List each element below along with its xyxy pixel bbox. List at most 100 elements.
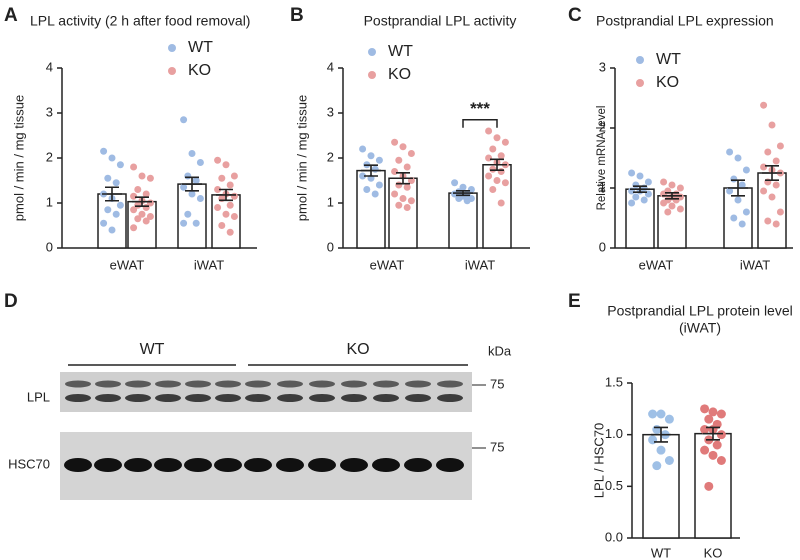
y-tick-label: 1.0: [605, 426, 623, 441]
data-point: [760, 163, 768, 171]
data-point: [764, 148, 772, 156]
data-point: [664, 208, 672, 216]
western-blot: WT KO kDa LPL HSC70 75 75: [8, 341, 512, 500]
panel-letter: E: [568, 291, 581, 312]
y-tick-label: 0: [46, 239, 53, 254]
error-bar: [728, 179, 748, 197]
data-point: [644, 178, 652, 186]
data-point: [716, 409, 726, 419]
data-point: [104, 174, 112, 182]
band: [309, 380, 335, 388]
data-point: [146, 174, 154, 182]
data-point: [708, 450, 718, 460]
data-point: [222, 161, 230, 169]
data-point: [676, 205, 684, 213]
data-point: [180, 116, 188, 124]
band: [65, 394, 91, 402]
error-bar: [102, 186, 122, 202]
x-tick-label: iWAT: [465, 257, 495, 272]
data-point: [730, 175, 738, 183]
data-point: [375, 181, 383, 189]
data-point: [493, 134, 501, 142]
y-axis-label: pmol / min / mg tissue: [294, 95, 309, 221]
group-label: KO: [346, 341, 369, 358]
data-point: [363, 186, 371, 193]
y-tick-label: 4: [327, 59, 334, 74]
data-point: [668, 202, 676, 210]
data-point: [130, 224, 138, 232]
band: [373, 394, 399, 402]
y-tick-label: 1: [46, 194, 53, 209]
data-point: [648, 409, 658, 419]
data-point: [134, 186, 142, 193]
data-point: [459, 183, 467, 191]
data-point: [407, 150, 415, 157]
y-tick-label: 3: [327, 104, 334, 119]
data-point: [403, 183, 411, 191]
data-point: [628, 199, 636, 207]
band: [95, 394, 121, 402]
band: [95, 380, 121, 388]
x-tick-label: KO: [704, 545, 723, 560]
band: [405, 394, 431, 402]
data-point: [676, 184, 684, 192]
data-point: [138, 172, 146, 180]
data-point: [142, 190, 150, 198]
data-point: [214, 156, 222, 164]
data-point: [134, 201, 142, 209]
y-tick-label: 0: [599, 239, 606, 254]
error-bar: [487, 158, 507, 171]
data-point: [100, 147, 108, 155]
band: [341, 380, 367, 388]
band: [155, 394, 181, 402]
band: [154, 458, 182, 472]
data-point: [772, 220, 780, 228]
legend-marker: [368, 48, 376, 56]
legend-marker: [368, 71, 376, 79]
band: [155, 380, 181, 388]
data-point: [640, 196, 648, 204]
band: [436, 458, 464, 472]
data-point: [196, 195, 204, 202]
x-tick-label: eWAT: [110, 257, 145, 272]
bar: [448, 192, 478, 249]
legend-label: WT: [656, 51, 681, 68]
data-point: [226, 228, 234, 236]
marker-label: 75: [490, 376, 504, 391]
band: [277, 394, 303, 402]
x-tick-label: eWAT: [639, 257, 674, 272]
y-axis-label: LPL / HSC70: [591, 423, 606, 498]
data-point: [672, 196, 680, 204]
data-point: [501, 138, 509, 146]
data-point: [660, 199, 668, 207]
y-tick-label: 0: [327, 239, 334, 254]
data-point: [130, 163, 138, 171]
data-point: [108, 154, 116, 162]
data-point: [403, 204, 411, 211]
band: [94, 458, 122, 472]
data-point: [222, 210, 230, 218]
chart-subtitle: (iWAT): [679, 320, 721, 336]
data-point: [772, 181, 780, 189]
legend-label: KO: [388, 66, 411, 83]
data-point: [455, 195, 463, 202]
data-point: [116, 161, 124, 169]
data-point: [180, 183, 188, 191]
y-tick-label: 3: [46, 104, 53, 119]
data-point: [652, 425, 662, 434]
data-point: [489, 165, 497, 173]
data-point: [142, 217, 150, 225]
data-point: [230, 172, 238, 180]
y-tick-label: 2: [599, 119, 606, 134]
data-point: [704, 481, 714, 491]
band: [245, 394, 271, 402]
data-point: [700, 404, 710, 414]
data-point: [104, 206, 112, 214]
band: [125, 380, 151, 388]
y-tick-label: 2: [46, 149, 53, 164]
data-point: [485, 127, 493, 135]
data-point: [628, 169, 636, 177]
error-bar: [216, 188, 236, 202]
chart-title: LPL activity (2 h after food removal): [30, 13, 250, 29]
